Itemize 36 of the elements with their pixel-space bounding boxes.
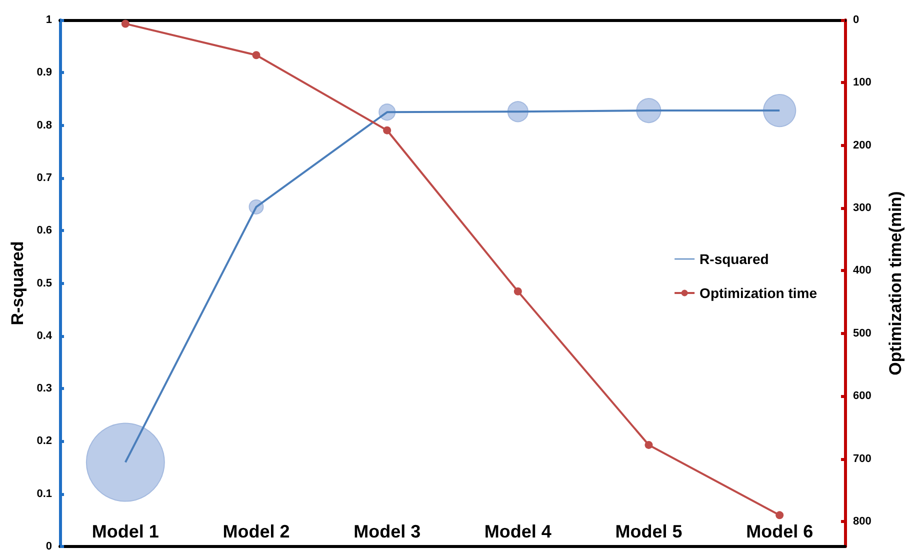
y2-tick-label: 200	[853, 139, 872, 152]
y-tick-label: 0.3	[36, 382, 52, 395]
y-tick-label: 0.6	[36, 224, 52, 237]
y2-axis-title: Optimization time(min)	[886, 191, 905, 376]
y-tick-label: 0.5	[36, 277, 52, 290]
y2-tick-label: 0	[853, 14, 860, 26]
x-tick-label: Model 4	[484, 522, 552, 542]
point	[514, 287, 522, 296]
y-axis-title: R-squared	[8, 241, 27, 326]
y2-tick-label: 300	[853, 202, 872, 214]
y2-tick-label: 800	[853, 515, 872, 528]
point	[383, 126, 392, 134]
point	[252, 51, 260, 60]
y-tick-label: 0.7	[36, 172, 52, 184]
x-tick-label: Model 5	[615, 522, 682, 542]
y-tick-label: 0	[46, 540, 52, 552]
point	[644, 440, 653, 449]
x-tick-label: Model 2	[222, 522, 290, 542]
y-tick-label: 0.4	[36, 330, 53, 342]
y2-tick-label: 400	[853, 264, 872, 277]
y2-tick-label: 100	[853, 76, 872, 89]
x-tick-label: Model 3	[354, 522, 421, 542]
x-tick-label: Model 1	[92, 522, 159, 542]
y2-tick-label: 700	[853, 452, 872, 465]
point	[121, 20, 130, 28]
y-tick-label: 0.2	[36, 435, 52, 448]
y-tick-label: 0.9	[36, 66, 52, 79]
legend-label: Optimization time	[700, 285, 818, 301]
y2-tick-label: 600	[853, 390, 872, 402]
y-tick-label: 1	[46, 14, 52, 26]
y-tick-label: 0.8	[36, 119, 52, 132]
point	[776, 511, 784, 520]
x-tick-label: Model 6	[746, 522, 814, 542]
y-tick-label: 0.1	[36, 488, 52, 500]
y2-tick-label: 500	[853, 327, 872, 340]
legend-label: R-squared	[700, 251, 769, 267]
